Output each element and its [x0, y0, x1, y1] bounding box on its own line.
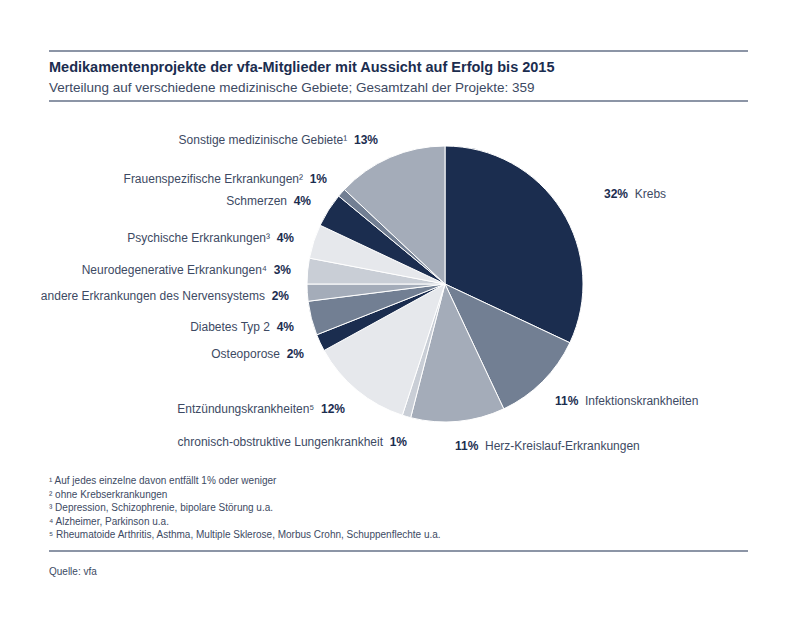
- slice-label: andere Erkrankungen des Nervensystems 2%: [41, 289, 289, 303]
- slice-label: Osteoporose 2%: [211, 347, 304, 361]
- category-label: Sonstige medizinische Gebiete¹: [179, 133, 348, 147]
- footnote: ⁵ Rheumatoide Arthritis, Asthma, Multipl…: [49, 529, 441, 540]
- category-label: Herz-Kreislauf-Erkrankungen: [485, 439, 640, 453]
- category-label: Entzündungskrankheiten⁵: [177, 402, 314, 416]
- slice-label: 11% Herz-Kreislauf-Erkrankungen: [455, 439, 640, 453]
- spacer: [478, 439, 485, 453]
- footnote: ² ohne Krebserkrankungen: [49, 489, 167, 500]
- value-label: 11%: [455, 439, 479, 453]
- pie-slice: [307, 284, 445, 301]
- spacer: [303, 172, 310, 186]
- spacer: [578, 394, 585, 408]
- spacer: [270, 320, 277, 334]
- spacer: [280, 347, 287, 361]
- footnote: ³ Depression, Schizophrenie, bipolare St…: [49, 502, 273, 513]
- category-label: Frauenspezifische Erkrankungen²: [124, 172, 303, 186]
- footer-rule: [49, 550, 748, 551]
- footnote: ¹ Auf jedes einzelne davon entfällt 1% o…: [49, 475, 277, 486]
- value-label: 4%: [277, 320, 295, 334]
- category-label: andere Erkrankungen des Nervensystems: [41, 289, 265, 303]
- value-label: 4%: [294, 194, 312, 208]
- value-label: 32%: [604, 187, 628, 201]
- chart: Medikamentenprojekte der vfa-Mitglieder …: [0, 0, 799, 622]
- value-label: 2%: [287, 347, 305, 361]
- category-label: Krebs: [635, 187, 666, 201]
- header-rule: [49, 100, 748, 101]
- category-label: Neurodegenerative Erkrankungen⁴: [82, 263, 267, 277]
- category-label: Schmerzen: [226, 194, 287, 208]
- slice-label: 32% Krebs: [604, 187, 666, 201]
- pie: [307, 146, 583, 422]
- value-label: 3%: [274, 263, 292, 277]
- slice-label: Diabetes Typ 2 4%: [190, 320, 294, 334]
- slice-label: Neurodegenerative Erkrankungen⁴ 3%: [82, 263, 292, 277]
- category-label: Diabetes Typ 2: [190, 320, 270, 334]
- value-label: 2%: [272, 289, 290, 303]
- spacer: [347, 133, 354, 147]
- spacer: [265, 289, 272, 303]
- category-label: Infektionskrankheiten: [585, 394, 698, 408]
- slice-label: Psychische Erkrankungen³ 4%: [127, 231, 294, 245]
- value-label: 4%: [277, 231, 295, 245]
- value-label: 12%: [321, 402, 345, 416]
- value-label: 13%: [354, 133, 378, 147]
- slice-label: Sonstige medizinische Gebiete¹ 13%: [179, 133, 379, 147]
- slice-label: Schmerzen 4%: [226, 194, 311, 208]
- value-label: 1%: [310, 172, 328, 186]
- spacer: [267, 263, 274, 277]
- spacer: [287, 194, 294, 208]
- spacer: [270, 231, 277, 245]
- spacer: [314, 402, 321, 416]
- category-label: chronisch-obstruktive Lungenkrankheit: [178, 435, 384, 449]
- slice-label: Entzündungskrankheiten⁵ 12%: [177, 402, 345, 416]
- category-label: Osteoporose: [211, 347, 280, 361]
- value-label: 1%: [390, 435, 408, 449]
- slice-label: Frauenspezifische Erkrankungen² 1%: [124, 172, 328, 186]
- slice-label: chronisch-obstruktive Lungenkrankheit 1%: [178, 435, 408, 449]
- category-label: Psychische Erkrankungen³: [127, 231, 270, 245]
- footnote: ⁴ Alzheimer, Parkinson u.a.: [49, 516, 169, 527]
- spacer: [628, 187, 635, 201]
- value-label: 11%: [555, 394, 579, 408]
- source: Quelle: vfa: [49, 566, 97, 577]
- title: Medikamentenprojekte der vfa-Mitglieder …: [49, 59, 554, 75]
- slice-label: 11% Infektionskrankheiten: [555, 394, 698, 408]
- pie-slice: [344, 146, 445, 284]
- spacer: [383, 435, 390, 449]
- top-rule: [49, 50, 748, 51]
- subtitle: Verteilung auf verschiedene medizinische…: [49, 80, 535, 95]
